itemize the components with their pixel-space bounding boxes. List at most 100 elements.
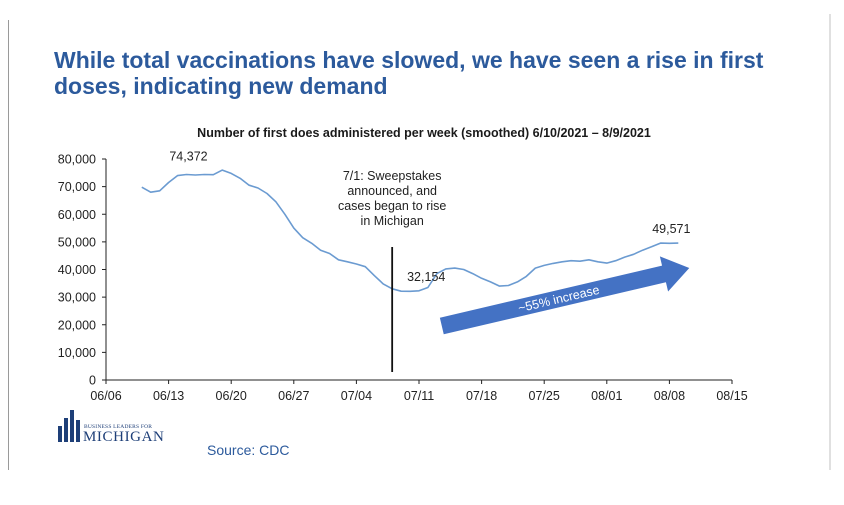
increase-arrow-shape — [439, 256, 690, 335]
data-point — [543, 265, 545, 267]
data-point — [633, 254, 635, 256]
data-point — [257, 187, 259, 189]
data-point — [382, 283, 384, 285]
data-point — [320, 249, 322, 251]
data-point — [579, 260, 581, 262]
y-tick-label: 70,000 — [58, 180, 96, 194]
data-point — [454, 267, 456, 269]
frame-right-edge — [829, 14, 831, 470]
data-point — [624, 256, 626, 258]
data-point — [642, 249, 644, 251]
x-tick-label: 06/20 — [216, 389, 247, 403]
chart-title: Number of first does administered per we… — [197, 126, 651, 140]
y-tick-label: 40,000 — [58, 263, 96, 277]
increase-arrow-label: ~55% increase — [517, 283, 601, 316]
business-leaders-logo: BUSINESS LEADERS FOR MICHIGAN — [58, 410, 208, 446]
data-point — [427, 287, 429, 289]
data-point — [535, 267, 537, 269]
data-point — [230, 173, 232, 175]
data-point — [266, 193, 268, 195]
data-point — [588, 259, 590, 261]
data-point — [311, 243, 313, 245]
x-tick-label: 06/13 — [153, 389, 184, 403]
y-tick-label: 20,000 — [58, 318, 96, 332]
data-point — [186, 174, 188, 176]
x-tick-label: 06/06 — [90, 389, 121, 403]
x-tick-label: 07/25 — [529, 389, 560, 403]
y-tick-label: 30,000 — [58, 291, 96, 305]
data-point — [418, 290, 420, 292]
logo-small-text: BUSINESS LEADERS FOR — [84, 424, 153, 430]
logo-big-text: MICHIGAN — [83, 429, 165, 445]
data-point — [490, 281, 492, 283]
low-value-label: 32,154 — [407, 270, 445, 284]
source-note: Source: CDC — [207, 442, 290, 458]
data-point — [159, 190, 161, 192]
data-point — [141, 186, 143, 188]
y-tick-label: 0 — [89, 374, 96, 388]
data-point — [615, 260, 617, 262]
data-point — [660, 242, 662, 244]
data-point — [651, 246, 653, 248]
end-value-label: 49,571 — [652, 222, 690, 236]
data-point — [508, 285, 510, 287]
data-point — [177, 175, 179, 177]
event-annotation-line: announced, and — [347, 184, 437, 198]
data-point — [481, 278, 483, 280]
data-point — [195, 174, 197, 176]
x-tick-label: 07/18 — [466, 389, 497, 403]
y-tick-label: 50,000 — [58, 235, 96, 249]
x-tick-label: 07/04 — [341, 389, 372, 403]
y-tick-label: 80,000 — [58, 153, 96, 167]
event-annotation-line: in Michigan — [361, 214, 424, 228]
y-axis: 0 10,000 20,000 30,000 40,000 50,000 60,000 70,… — [58, 153, 107, 388]
data-point — [239, 178, 241, 180]
data-point — [669, 243, 671, 245]
data-point — [150, 191, 152, 193]
x-tick-label: 08/01 — [591, 389, 622, 403]
series-line — [141, 169, 679, 293]
event-annotation-text: 7/1: Sweepstakes announced, and cases bega… — [338, 169, 446, 228]
data-point — [356, 263, 358, 265]
data-point — [275, 201, 277, 203]
data-point — [499, 285, 501, 287]
x-tick-label: 08/08 — [654, 389, 685, 403]
data-point — [526, 276, 528, 278]
data-point — [597, 261, 599, 263]
x-tick-label: 06/27 — [278, 389, 309, 403]
series-group — [141, 169, 680, 293]
data-point — [338, 259, 340, 261]
y-tick-label: 60,000 — [58, 208, 96, 222]
x-tick-label: 08/15 — [716, 389, 747, 403]
data-point — [561, 261, 563, 263]
data-point — [204, 174, 206, 176]
frame-left-edge — [8, 20, 9, 470]
y-tick-label: 10,000 — [58, 346, 96, 360]
data-point — [365, 266, 367, 268]
data-point — [570, 260, 572, 262]
x-axis: 06/06 06/13 06/20 06/27 07/04 07/11 07/18 07/25… — [90, 379, 748, 403]
data-point — [463, 269, 465, 271]
data-point — [409, 291, 411, 293]
event-annotation-line: cases began to rise — [338, 199, 446, 213]
data-point — [284, 214, 286, 216]
building-columns-icon — [58, 410, 80, 442]
peak-value-label: 74,372 — [169, 150, 207, 164]
data-point — [248, 184, 250, 186]
data-point — [552, 263, 554, 265]
data-point — [213, 174, 215, 176]
data-point — [517, 281, 519, 283]
data-point — [222, 169, 224, 171]
headline: While total vaccinations have slowed, we… — [54, 47, 764, 99]
data-point — [472, 273, 474, 275]
data-point — [606, 262, 608, 264]
data-point — [374, 275, 376, 277]
data-point — [329, 253, 331, 255]
increase-arrow: ~55% increase — [439, 256, 690, 335]
data-point — [678, 242, 680, 244]
data-point — [302, 237, 304, 239]
data-point — [168, 182, 170, 184]
data-point — [347, 261, 349, 263]
x-tick-label: 07/11 — [404, 389, 434, 403]
